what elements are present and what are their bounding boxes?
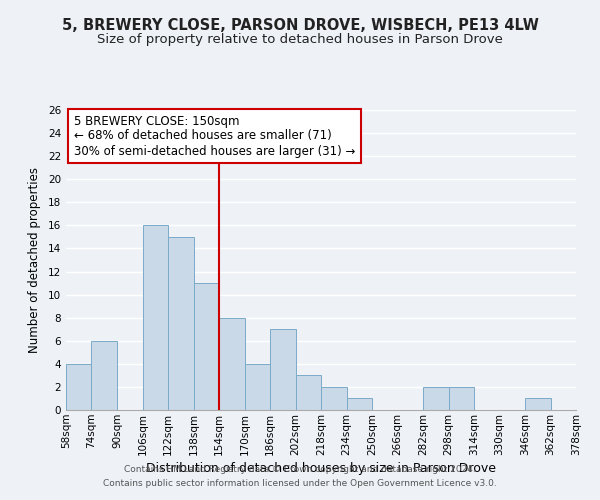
- Bar: [296, 376, 321, 410]
- Text: 5, BREWERY CLOSE, PARSON DROVE, WISBECH, PE13 4LW: 5, BREWERY CLOSE, PARSON DROVE, WISBECH,…: [62, 18, 538, 32]
- Bar: [168, 237, 193, 410]
- Text: 5 BREWERY CLOSE: 150sqm
← 68% of detached houses are smaller (71)
30% of semi-de: 5 BREWERY CLOSE: 150sqm ← 68% of detache…: [74, 114, 355, 158]
- Bar: [143, 226, 168, 410]
- X-axis label: Distribution of detached houses by size in Parson Drove: Distribution of detached houses by size …: [146, 462, 496, 475]
- Y-axis label: Number of detached properties: Number of detached properties: [28, 167, 41, 353]
- Bar: [525, 398, 551, 410]
- Bar: [321, 387, 347, 410]
- Bar: [347, 398, 372, 410]
- Bar: [245, 364, 270, 410]
- Text: Contains HM Land Registry data © Crown copyright and database right 2024.
Contai: Contains HM Land Registry data © Crown c…: [103, 466, 497, 487]
- Bar: [423, 387, 449, 410]
- Text: Size of property relative to detached houses in Parson Drove: Size of property relative to detached ho…: [97, 32, 503, 46]
- Bar: [449, 387, 474, 410]
- Bar: [193, 283, 219, 410]
- Bar: [270, 329, 296, 410]
- Bar: [219, 318, 245, 410]
- Bar: [66, 364, 91, 410]
- Bar: [91, 341, 117, 410]
